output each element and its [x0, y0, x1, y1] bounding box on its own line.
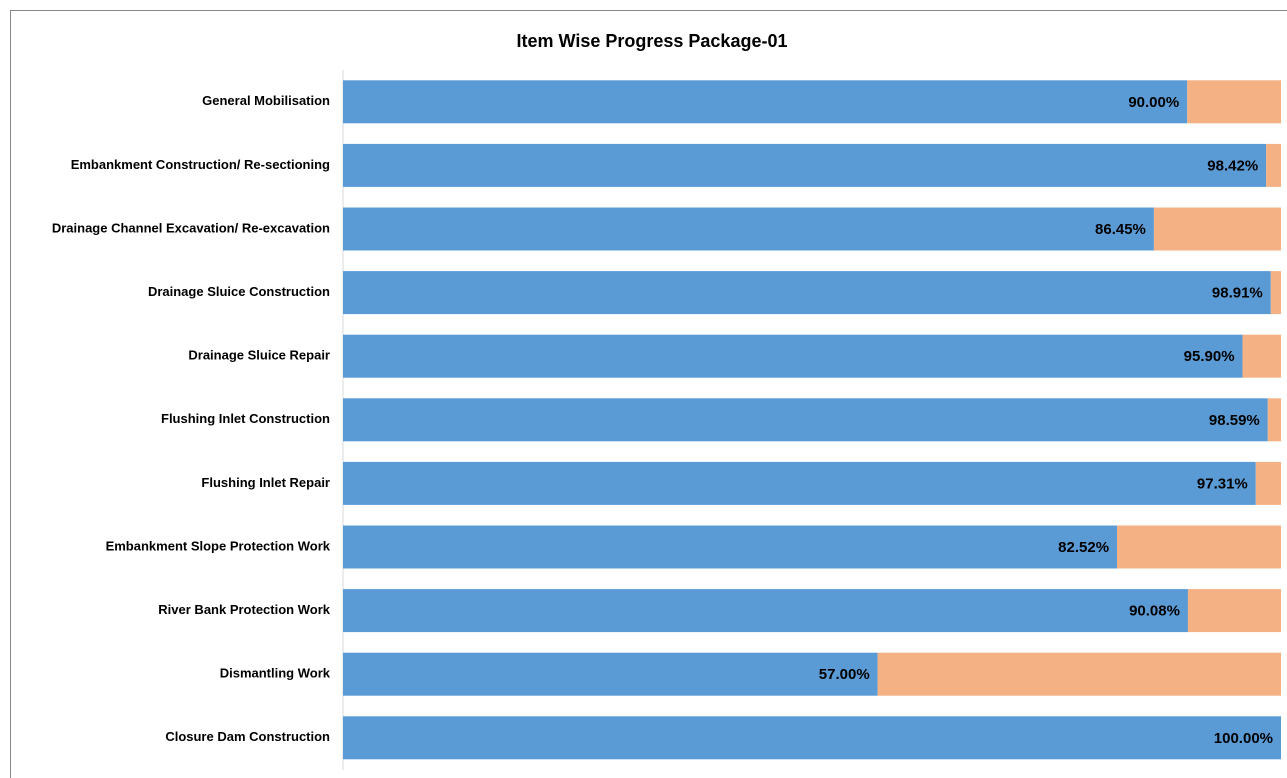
bar-segment	[343, 716, 1281, 760]
bar-segment	[1266, 143, 1281, 187]
value-label: 100.00%	[1214, 730, 1273, 747]
category-label: Embankment Construction/ Re-sectioning	[71, 157, 330, 172]
value-label: 90.00%	[1128, 94, 1179, 111]
category-label: River Bank Protection Work	[158, 602, 330, 617]
bar-segment	[343, 334, 1243, 378]
bar-segment	[1270, 271, 1281, 315]
category-label: Drainage Channel Excavation/ Re-excavati…	[52, 220, 330, 235]
category-label: Drainage Sluice Repair	[188, 348, 330, 363]
chart-title: Item Wise Progress Package-01	[517, 31, 788, 51]
bar-segment	[343, 652, 878, 696]
category-label: Flushing Inlet Construction	[161, 411, 330, 426]
bar-segment	[343, 398, 1268, 442]
chart-border	[10, 10, 1287, 778]
value-label: 98.42%	[1207, 157, 1258, 174]
bar-segment	[343, 80, 1188, 124]
bar-segment	[1187, 589, 1281, 633]
category-label: Dismantling Work	[220, 666, 331, 681]
value-label: 98.59%	[1209, 412, 1260, 429]
bar-segment	[1187, 80, 1281, 124]
bar-segment	[343, 525, 1118, 569]
bar-segment	[1255, 461, 1281, 505]
category-label: Embankment Slope Protection Work	[106, 538, 331, 553]
value-label: 95.90%	[1184, 348, 1235, 365]
bar-segment	[343, 271, 1271, 315]
bar-segment	[343, 207, 1154, 251]
category-label: Drainage Sluice Construction	[148, 284, 330, 299]
value-label: 57.00%	[819, 666, 870, 683]
value-label: 82.52%	[1058, 539, 1109, 556]
value-label: 98.91%	[1212, 285, 1263, 302]
bar-segment	[877, 652, 1281, 696]
category-label: Flushing Inlet Repair	[201, 475, 330, 490]
bar-segment	[343, 143, 1267, 187]
bar-segment	[343, 589, 1188, 633]
bar-segment	[1117, 525, 1281, 569]
value-label: 90.08%	[1129, 603, 1180, 620]
bar-segment	[1153, 207, 1281, 251]
category-label: General Mobilisation	[202, 93, 330, 108]
value-label: 97.31%	[1197, 475, 1248, 492]
bar-segment	[343, 461, 1256, 505]
bar-segment	[1267, 398, 1281, 442]
category-label: Closure Dam Construction	[165, 729, 330, 744]
value-label: 86.45%	[1095, 221, 1146, 238]
bar-segment	[1242, 334, 1281, 378]
